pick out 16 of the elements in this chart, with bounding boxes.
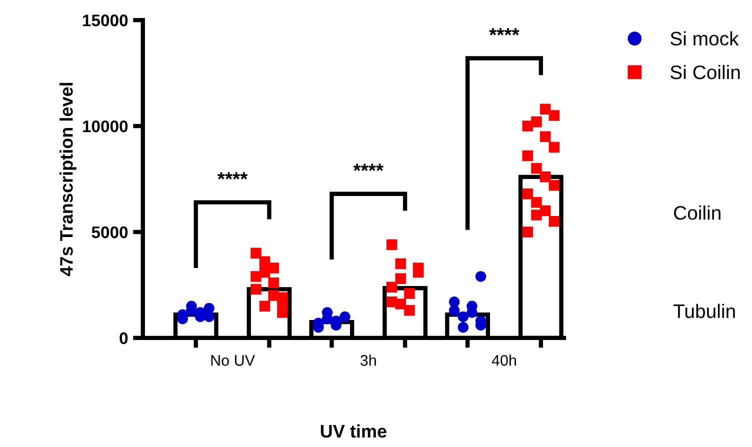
annotation: **** — [353, 164, 384, 171]
x-tick-label: 3h — [360, 354, 376, 366]
annotation: **** — [217, 172, 248, 180]
y-tick-label: 0 — [120, 332, 128, 344]
x-tick-label: 40h — [492, 354, 516, 366]
y-tick-label: 5000 — [92, 226, 128, 238]
text: Tubulin — [673, 304, 735, 318]
annotation: **** — [489, 28, 520, 36]
x-tick-label: No UV — [211, 355, 255, 366]
text: Coilin — [674, 205, 720, 220]
legend-label: Si mock — [670, 31, 739, 46]
y-tick-label: 15000 — [83, 14, 128, 26]
x-axis-title: UV time — [320, 424, 386, 438]
legend-label: Si Coilin — [670, 64, 740, 80]
y-axis-title: 47s Transcription level — [60, 82, 76, 276]
y-tick-label: 10000 — [83, 120, 128, 132]
